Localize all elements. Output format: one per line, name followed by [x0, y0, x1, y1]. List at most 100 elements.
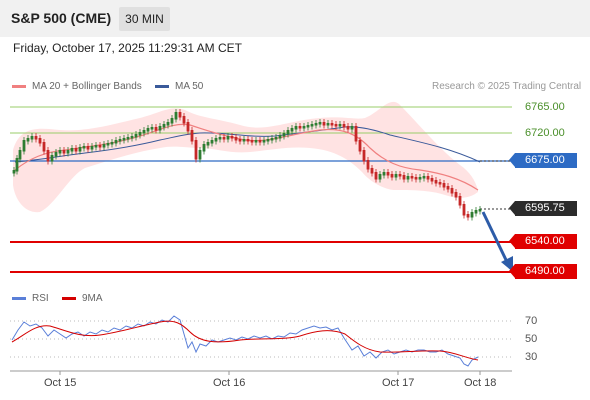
candle-body: [86, 146, 90, 150]
candle-body: [186, 122, 190, 132]
candle-body: [350, 126, 354, 130]
candle-body: [470, 212, 474, 218]
timestamp: Friday, October 17, 2025 11:29:31 AM CET: [13, 41, 243, 55]
candle-body: [190, 130, 194, 142]
x-label-oct15: Oct 15: [44, 377, 77, 389]
candle-body: [450, 188, 454, 194]
candle-body: [422, 176, 426, 179]
candle-body: [206, 142, 210, 146]
candle-body: [318, 122, 322, 125]
candle-body: [370, 168, 374, 174]
x-label-oct17: Oct 17: [382, 377, 415, 389]
candle-body: [106, 143, 110, 146]
candle-body: [146, 128, 150, 132]
candle-body: [170, 118, 174, 124]
candle-body: [26, 138, 30, 142]
legend-ma50-label: MA 50: [175, 81, 204, 92]
candle-body: [266, 139, 270, 142]
candle-body: [194, 140, 198, 160]
candle-body: [282, 133, 286, 137]
candle-body: [458, 196, 462, 206]
candle-body: [306, 125, 310, 128]
legend-rsi-ma: 9MA: [62, 293, 103, 304]
candle-body: [234, 137, 238, 141]
candle-body: [414, 177, 418, 180]
candle-body: [474, 210, 478, 214]
candle-body: [62, 150, 66, 154]
legend-rsi-label: RSI: [32, 293, 49, 304]
candle-body: [390, 174, 394, 178]
candle-body: [382, 172, 386, 176]
candle-body: [442, 183, 446, 188]
candle-body: [110, 142, 114, 145]
rsi-line: [11, 315, 479, 367]
candle-body: [198, 150, 202, 160]
candle-body: [34, 136, 38, 140]
candle-body: [430, 178, 434, 182]
candle-body: [326, 123, 330, 126]
candle-body: [102, 144, 106, 148]
candle-body: [342, 124, 346, 128]
label-r1: 6720.00: [525, 127, 565, 139]
candle-body: [158, 126, 162, 131]
candle-body: [278, 135, 282, 139]
candle-body: [178, 112, 182, 118]
candle-body: [174, 112, 178, 120]
candle-body: [254, 140, 258, 143]
candle-body: [66, 150, 70, 154]
candle-body: [354, 126, 358, 142]
candle-body: [246, 139, 250, 142]
candle-body: [12, 170, 16, 174]
candle-body: [18, 150, 22, 160]
candle-body: [94, 145, 98, 148]
candle-body: [166, 122, 170, 126]
candle-body: [434, 180, 438, 184]
legend-rsi-ma-label: 9MA: [82, 293, 103, 304]
bollinger-band: [13, 101, 478, 213]
rsi-scale-30: 30: [525, 351, 538, 363]
rsi-scale-50: 50: [525, 333, 538, 345]
candle-body: [298, 126, 302, 129]
candle-body: [426, 176, 430, 180]
candle-body: [302, 126, 306, 129]
candle-body: [82, 146, 86, 149]
candle-body: [466, 214, 470, 218]
ma50-swatch-icon: [155, 84, 169, 88]
candle-body: [386, 172, 390, 176]
interval-button[interactable]: 30 MIN: [119, 7, 170, 31]
candle-body: [334, 124, 338, 127]
candle-body: [394, 174, 398, 178]
candle-body: [182, 116, 186, 124]
rsi-swatch-icon: [12, 296, 26, 300]
candle-body: [90, 146, 94, 150]
candle-body: [338, 124, 342, 127]
candle-body: [30, 136, 34, 140]
candle-body: [58, 150, 62, 154]
candle-body: [294, 126, 298, 130]
candle-body: [46, 150, 50, 162]
candle-body: [54, 152, 58, 157]
candle-body: [218, 137, 222, 140]
candle-body: [322, 122, 326, 126]
candle-body: [286, 130, 290, 135]
candle-body: [154, 127, 158, 131]
candle-body: [122, 138, 126, 141]
candle-body: [446, 186, 450, 190]
candle-body: [410, 176, 414, 179]
x-label-oct16: Oct 16: [213, 377, 246, 389]
candle-body: [290, 128, 294, 132]
legend-bollinger: MA 20 + Bollinger Bands: [12, 81, 142, 92]
candle-body: [438, 182, 442, 185]
candle-body: [402, 175, 406, 180]
candle-body: [378, 174, 382, 180]
candle-body: [98, 145, 102, 148]
candle-body: [362, 150, 366, 162]
candle-body: [222, 137, 226, 140]
label-last-price: 6595.75: [509, 201, 577, 216]
label-s2: 6490.00: [509, 264, 577, 279]
candle-body: [330, 123, 334, 126]
candle-body: [150, 127, 154, 130]
candle-body: [366, 160, 370, 170]
copyright-text: Research © 2025 Trading Central: [432, 81, 582, 92]
